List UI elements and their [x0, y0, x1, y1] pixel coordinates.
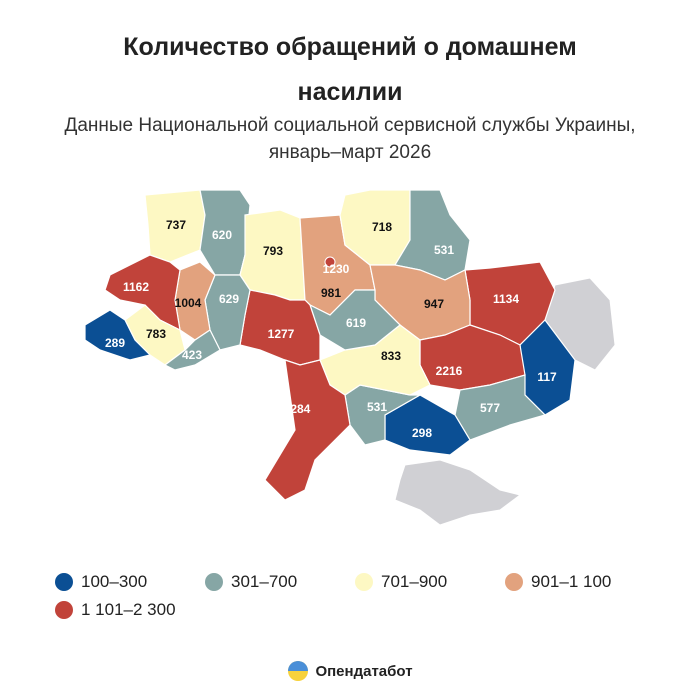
region — [308, 289, 401, 351]
legend-label: 301–700 — [231, 572, 298, 591]
legend-item: 100–300 — [55, 572, 205, 592]
value-label: 117 — [537, 370, 557, 384]
region — [384, 394, 471, 456]
value-label: 1134 — [493, 292, 519, 306]
occupied-region — [394, 459, 522, 526]
value-label: 981 — [321, 286, 341, 300]
legend-item: 301–700 — [205, 572, 355, 592]
legend-swatch — [505, 573, 523, 591]
value-label: 629 — [219, 292, 239, 306]
title: Количество обращений о домашнем насилии — [123, 33, 577, 106]
value-label: 1004 — [175, 296, 202, 310]
legend-swatch — [55, 601, 73, 619]
region — [163, 329, 221, 371]
value-label: 298 — [412, 426, 432, 440]
legend-label: 701–900 — [381, 572, 448, 591]
value-label: 1284 — [284, 402, 311, 416]
value-label: 531 — [367, 400, 387, 414]
value-label: 531 — [434, 243, 454, 257]
region — [264, 359, 351, 501]
legend-swatch — [55, 573, 73, 591]
value-label: 1277 — [268, 327, 295, 341]
value-label: 423 — [182, 348, 202, 362]
value-label: 793 — [263, 244, 283, 258]
value-label: 620 — [212, 228, 232, 242]
brand: Опендатабот — [315, 662, 413, 680]
value-label: 1162 — [123, 280, 149, 294]
value-label: 289 — [105, 336, 125, 350]
value-label: 783 — [146, 327, 166, 341]
legend-label: 901–1 100 — [531, 572, 612, 591]
region — [324, 256, 336, 268]
value-label: 718 — [372, 220, 392, 234]
legend-label: 100–300 — [81, 572, 148, 591]
value-label: 2216 — [436, 364, 463, 378]
legend: 100–300 301–700 701–900 901–1 100 1 101–2 30… — [55, 572, 675, 620]
legend-swatch — [355, 573, 373, 591]
value-label: 619 — [346, 316, 366, 330]
legend-item: 701–900 — [355, 572, 505, 592]
legend-item: 901–1 100 — [505, 572, 655, 592]
value-label: 833 — [381, 349, 401, 363]
value-label: 737 — [166, 218, 186, 232]
region — [84, 309, 152, 361]
value-label: 947 — [424, 297, 444, 311]
value-label: 1230 — [323, 262, 350, 276]
legend-swatch — [205, 573, 223, 591]
footer: Опендатабот — [0, 660, 700, 682]
value-label: 577 — [480, 401, 500, 415]
logo — [288, 661, 309, 681]
subtitle: Данные Национальной социальной сервисной… — [64, 115, 636, 163]
legend-item: 1 101–2 300 — [55, 600, 205, 620]
legend-label: 1 101–2 300 — [81, 600, 176, 619]
